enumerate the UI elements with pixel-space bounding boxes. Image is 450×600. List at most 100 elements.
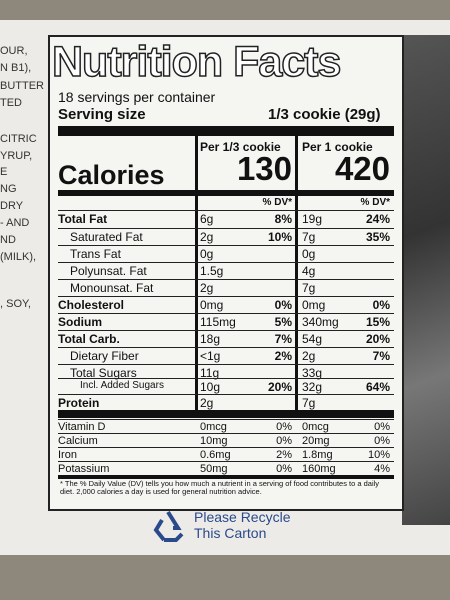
calories-label: Calories [58, 160, 165, 190]
nutrient-name: Dietary Fiber [70, 349, 139, 363]
daily-value: 64% [365, 380, 390, 394]
daily-value: 8% [274, 212, 292, 226]
side-fragment: E [0, 166, 8, 178]
serving-size: 1/3 cookie (29g) [268, 106, 381, 123]
nutrient-name: Total Fat [58, 212, 108, 226]
amount: 115mg [200, 315, 236, 329]
amount: 10g [200, 380, 221, 394]
amount: 340mg [302, 315, 339, 329]
amount: 0mg [200, 298, 224, 312]
nutrient-row: Calcium 10mg 0% 20mg 0% [58, 433, 394, 451]
amount: 6g [200, 212, 214, 226]
amount: 54g [302, 332, 323, 346]
daily-value: 24% [365, 212, 390, 226]
col-rule [195, 136, 198, 410]
col-rule [295, 136, 298, 410]
nutrient-row: Cholesterol 0mg 0% 0mg 0% [58, 296, 394, 314]
daily-value: 10% [367, 449, 390, 461]
amount: 33g [302, 366, 323, 380]
serving-size-label: Serving size [58, 106, 146, 123]
daily-value: 0% [374, 421, 390, 433]
servings: 18 servings per container [58, 89, 216, 105]
side-fragment: (MILK), [0, 251, 37, 263]
nutrient-row: Protein 2g 7g [58, 394, 394, 412]
footnote: * The % Daily Value (DV) tells you how m… [60, 479, 380, 496]
side-fragment: ND [0, 234, 16, 246]
nutrient-name: Total Carb. [58, 332, 120, 346]
nutrient-row: Vitamin D 0mcg 0% 0mcg 0% [58, 419, 394, 437]
recycle-line: This Carton [194, 525, 267, 541]
amount: 7g [302, 396, 316, 410]
amount: 50mg [200, 463, 228, 475]
nutrient-row: Monounsat. Fat 2g 7g [58, 279, 394, 297]
daily-value: 20% [365, 332, 390, 346]
nutrient-name: Trans Fat [70, 247, 121, 261]
amount: 19g [302, 212, 323, 226]
nutrient-row: Dietary Fiber <1g 2% 2g 7% [58, 347, 394, 365]
thick-rule [58, 410, 394, 418]
nutrient-row: Saturated Fat 2g 10% 7g 35% [58, 228, 394, 246]
calories-value: 130 [236, 150, 292, 187]
side-fragment: , SOY, [0, 298, 31, 310]
amount: 11g [200, 366, 220, 380]
amount: 160mg [302, 463, 336, 475]
amount: 0g [302, 247, 316, 261]
col-header: Per 1/3 cookie [200, 140, 281, 154]
nutrient-name: Vitamin D [58, 421, 106, 433]
nutrient-row: Total Carb. 18g 7% 54g 20% [58, 330, 394, 348]
amount: 4g [302, 264, 316, 278]
amount: 0.6mg [200, 449, 231, 461]
amount: 0mg [302, 298, 326, 312]
nutrient-name: Monounsat. Fat [70, 281, 154, 295]
daily-value: 15% [365, 315, 390, 329]
amount: <1g [200, 349, 221, 363]
nutrient-row: Potassium 50mg 0% 160mg 4% [58, 461, 394, 479]
medium-rule [58, 190, 394, 196]
daily-value: 7% [372, 349, 390, 363]
daily-value: 2% [274, 349, 292, 363]
nutrient-row: Trans Fat 0g 0g [58, 245, 394, 263]
nutrient-row: Sodium 115mg 5% 340mg 15% [58, 313, 394, 331]
amount: 2g [200, 230, 214, 244]
thick-rule [58, 126, 394, 136]
calories-value: 420 [334, 150, 390, 187]
nutrient-name: Saturated Fat [70, 230, 143, 244]
title: Nutrition Facts [51, 37, 342, 87]
dv-header: % DV* [262, 197, 292, 208]
photo [402, 35, 450, 525]
nutrient-row: Iron 0.6mg 2% 1.8mg 10% [58, 447, 394, 465]
side-fragment: CITRIC [0, 133, 37, 145]
amount: 0mcg [200, 421, 227, 433]
daily-value: 5% [274, 315, 292, 329]
side-fragment: N B1), [0, 62, 32, 74]
daily-value: 0% [274, 298, 292, 312]
nutrient-row: Total Fat 6g 8% 19g 24% [58, 210, 394, 228]
amount: 1.5g [200, 264, 224, 278]
nutrient-name: Polyunsat. Fat [70, 264, 147, 278]
amount: 2g [302, 349, 316, 363]
amount: 10mg [200, 435, 228, 447]
amount: 20mg [302, 435, 330, 447]
side-fragment: BUTTER [0, 80, 44, 92]
daily-value: 0% [374, 435, 390, 447]
amount: 2g [200, 281, 214, 295]
nutrient-name: Cholesterol [58, 298, 125, 312]
amount: 32g [302, 380, 323, 394]
medium-rule [58, 475, 394, 479]
side-fragment: DRY [0, 200, 24, 212]
nutrient-row: Total Sugars 11g 33g [58, 364, 394, 382]
side-fragment: - AND [0, 217, 30, 229]
nutrient-name: Potassium [58, 463, 110, 475]
daily-value: 0% [276, 421, 292, 433]
amount: 1.8mg [302, 449, 333, 461]
daily-value: 10% [267, 230, 292, 244]
recycle-text: Please Recycle This Carton [194, 509, 291, 541]
side-fragment: NG [0, 183, 17, 195]
amount: 2g [200, 396, 214, 410]
nutrient-row: Incl. Added Sugars 10g 20% 32g 64% [58, 378, 394, 396]
daily-value: 0% [372, 298, 390, 312]
amount: 18g [200, 332, 221, 346]
recycle-line: Please Recycle [194, 509, 291, 525]
side-fragment: OUR, [0, 45, 28, 57]
side-fragment: TED [0, 97, 22, 109]
